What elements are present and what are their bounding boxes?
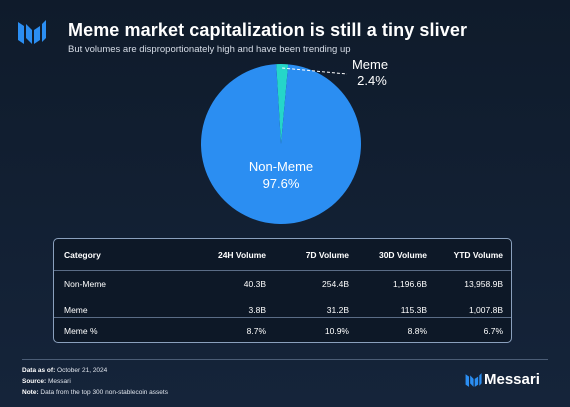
table-cell: 254.4B: [322, 279, 349, 289]
data-as-of-label: Data as of:: [22, 367, 56, 374]
table-cell: Meme %: [64, 326, 98, 336]
table-row: Non-Meme 40.3B 254.4B 1,196.6B 13,958.9B: [54, 270, 511, 296]
brand-name: Messari: [484, 371, 540, 388]
pie-slice-non-meme: [201, 64, 362, 225]
chart-subtitle: But volumes are disproportionately high …: [68, 44, 351, 55]
pie-slice-meme: [276, 64, 289, 144]
footer-notes: Data as of: October 21, 2024 Source: Mes…: [22, 365, 168, 398]
data-as-of-value: October 21, 2024: [57, 367, 108, 374]
column-header: YTD Volume: [453, 250, 503, 260]
table-divider: [54, 270, 511, 271]
footer-divider: [22, 359, 548, 360]
meme-slice-label: Meme: [352, 57, 388, 72]
non-meme-slice-label: Non-Meme: [249, 159, 313, 174]
chart-title: Meme market capitalization is still a ti…: [68, 20, 468, 40]
brand-logo: Messari: [464, 370, 554, 390]
messari-brand-icon: [465, 373, 482, 387]
table-cell: 8.8%: [407, 326, 427, 336]
table-row: Meme % 8.7% 10.9% 8.8% 6.7%: [54, 317, 511, 343]
table-cell: 13,958.9B: [464, 279, 503, 289]
table-row: Meme 3.8B 31.2B 115.3B 1,007.8B: [54, 296, 511, 322]
table-cell: 1,007.8B: [468, 305, 503, 315]
table-cell: 6.7%: [483, 326, 503, 336]
table-cell: 3.8B: [248, 305, 267, 315]
header: Meme market capitalization is still a ti…: [12, 12, 558, 55]
non-meme-slice-value: 97.6%: [263, 176, 300, 191]
table-cell: Non-Meme: [64, 279, 107, 289]
data-as-of-line: Data as of: October 21, 2024: [22, 365, 168, 376]
table-cell: Meme: [64, 305, 88, 315]
table-cell: 31.2B: [326, 305, 349, 315]
table-cell: 8.7%: [246, 326, 266, 336]
source-value: Messari: [48, 378, 71, 385]
source-line: Source: Messari: [22, 376, 168, 387]
meme-leader-line: [282, 67, 348, 75]
table-cell: 10.9%: [324, 326, 349, 336]
column-header: 7D Volume: [305, 250, 349, 260]
column-header: 24H Volume: [217, 250, 266, 260]
messari-logo-icon: [18, 20, 46, 44]
column-header: Category: [64, 250, 101, 260]
note-line: Note: Data from the top 300 non-stableco…: [22, 387, 168, 398]
meme-slice-value: 2.4%: [357, 73, 387, 88]
volume-table: Category 24H Volume 7D Volume 30D Volume…: [53, 238, 512, 343]
table-cell: 1,196.6B: [392, 279, 427, 289]
table-cell: 40.3B: [243, 279, 266, 289]
note-label: Note:: [22, 389, 39, 396]
source-label: Source:: [22, 378, 47, 385]
note-value: Data from the top 300 non-stablecoin ass…: [40, 389, 168, 396]
table-header-row: Category 24H Volume 7D Volume 30D Volume…: [54, 239, 511, 270]
table-divider: [54, 317, 511, 318]
table-cell: 115.3B: [400, 305, 427, 315]
column-header: 30D Volume: [378, 250, 427, 260]
